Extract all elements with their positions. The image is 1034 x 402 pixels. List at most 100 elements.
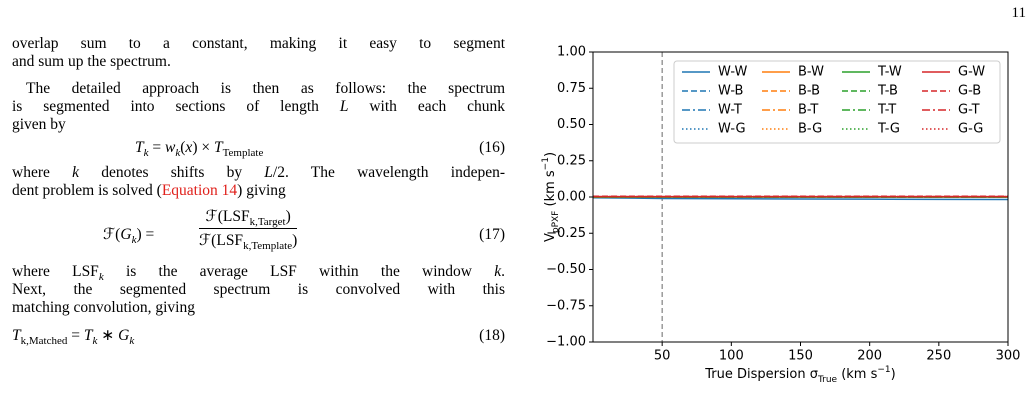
y-tick-label: 0.00	[557, 190, 586, 205]
math: L	[264, 164, 273, 181]
plot-frame	[592, 51, 1009, 343]
math: G	[118, 327, 130, 344]
equation-number: (17)	[479, 226, 505, 243]
legend-label: T-G	[877, 122, 900, 137]
equation-number: (18)	[479, 327, 505, 344]
y-tick-label: −1.00	[546, 335, 586, 350]
legend-label: B-B	[798, 84, 820, 99]
y-tick-label: 0.25	[557, 153, 586, 168]
text: is the average LSF within the window	[103, 263, 495, 280]
y-axis-label: VpPXF (km s−1)	[541, 152, 561, 242]
equation: Tk,Matched = Tk ∗ Gk (18)	[12, 327, 505, 347]
math: ℱ(Gk) =	[103, 226, 154, 246]
text-line: The detailed approach is then as follows…	[12, 80, 505, 98]
legend-label: B-G	[798, 122, 822, 137]
text: .	[501, 263, 505, 280]
fraction: ℱ(LSFk,Target) ℱ(LSFk,Template)	[199, 208, 298, 252]
math: )	[292, 232, 298, 249]
math: k	[131, 234, 137, 246]
x-tick-label: 250	[926, 349, 951, 364]
x-tick-label: 100	[719, 349, 744, 364]
math: k	[129, 335, 135, 347]
math: k	[98, 271, 104, 283]
numerator: ℱ(LSFk,Target)	[199, 208, 298, 229]
text: where LSF	[12, 263, 99, 280]
text-line: given by	[12, 116, 505, 134]
x-axis-label-part: −1	[877, 365, 890, 375]
math: k	[132, 234, 137, 246]
text-line: Next, the segmented spectrum is convolve…	[12, 281, 505, 299]
y-tick-label: 1.00	[557, 45, 586, 60]
text: The detailed approach is then as follows…	[26, 80, 505, 97]
legend-label: B-T	[798, 103, 818, 118]
math: ∗	[97, 327, 119, 344]
math: G	[120, 226, 132, 243]
legend-label: W-T	[718, 103, 742, 118]
denominator: ℱ(LSFk,Template)	[199, 229, 298, 252]
math: k	[129, 335, 134, 347]
text: given by	[12, 116, 66, 133]
math: k,Template	[243, 240, 293, 252]
math: x	[185, 139, 193, 156]
text: matching convolution, giving	[12, 299, 195, 316]
math: k	[92, 335, 98, 347]
text-line: and sum up the spectrum.	[12, 53, 505, 71]
legend-label: W-B	[718, 84, 743, 99]
y-tick-label: 0.75	[557, 81, 586, 96]
math: k	[175, 147, 181, 159]
text: overlap sum to a constant, making it eas…	[12, 35, 505, 52]
x-axis-label-part: )	[891, 367, 896, 382]
math: Template	[222, 147, 264, 159]
math: )	[285, 208, 291, 225]
x-axis-label-part: (km s	[837, 367, 878, 382]
math: T	[213, 139, 223, 156]
text-line: where k denotes shifts by L/2. The wavel…	[12, 164, 505, 182]
math: k	[494, 263, 502, 280]
equation-number: (16)	[479, 139, 505, 156]
legend-label: G-B	[958, 84, 981, 99]
y-tick-label: −0.75	[546, 298, 586, 313]
text: ) giving	[237, 182, 286, 199]
math: =	[148, 139, 166, 156]
y-tick-label: 0.50	[557, 117, 586, 132]
legend-label: T-T	[877, 103, 896, 118]
text-line: overlap sum to a constant, making it eas…	[12, 35, 505, 53]
text-line: matching convolution, giving	[12, 299, 505, 317]
text: with each chunk	[348, 98, 506, 115]
y-tick-label: −0.25	[546, 226, 586, 241]
x-axis-label: True Dispersion σTrue (km s−1)	[704, 365, 895, 385]
x-axis-label-part: True Dispersion σ	[704, 367, 818, 382]
math: =	[67, 327, 84, 344]
math: k,Matched	[20, 335, 68, 347]
text-line: dent problem is solved (Equation 14) giv…	[12, 182, 505, 200]
math: k	[175, 147, 180, 159]
equation: Tk = wk(x) × TTemplate (16)	[12, 139, 505, 159]
page-number: 11	[1011, 5, 1026, 21]
text-line: is segmented into sections of length L w…	[12, 98, 505, 116]
text-line: where LSFk is the average LSF within the…	[12, 263, 505, 283]
y-axis-label-part: V	[543, 233, 558, 242]
y-axis-label-part: (km s	[543, 170, 558, 211]
text: is segmented into sections of length	[12, 98, 340, 115]
math: k	[143, 147, 149, 159]
math: ℱ(	[103, 226, 121, 243]
x-tick-label: 150	[788, 349, 813, 364]
legend-label: W-G	[718, 122, 746, 137]
math: T	[83, 327, 93, 344]
math: ℱ(LSF	[205, 208, 250, 225]
text: Next, the segmented spectrum is convolve…	[12, 281, 505, 298]
text: denotes shifts by	[78, 164, 265, 181]
y-axis-label-part: )	[543, 152, 558, 157]
legend-label: T-B	[877, 84, 898, 99]
legend-label: W-W	[718, 65, 747, 80]
legend-label: G-T	[958, 103, 980, 118]
legend-label: G-W	[958, 65, 985, 80]
x-tick-label: 50	[654, 349, 671, 364]
math: ℱ(LSF	[199, 232, 244, 249]
math: k	[144, 147, 149, 159]
link[interactable]: Equation 14	[161, 182, 238, 199]
math: k	[92, 335, 97, 347]
math: T	[12, 327, 21, 344]
math: ) ×	[192, 139, 214, 156]
